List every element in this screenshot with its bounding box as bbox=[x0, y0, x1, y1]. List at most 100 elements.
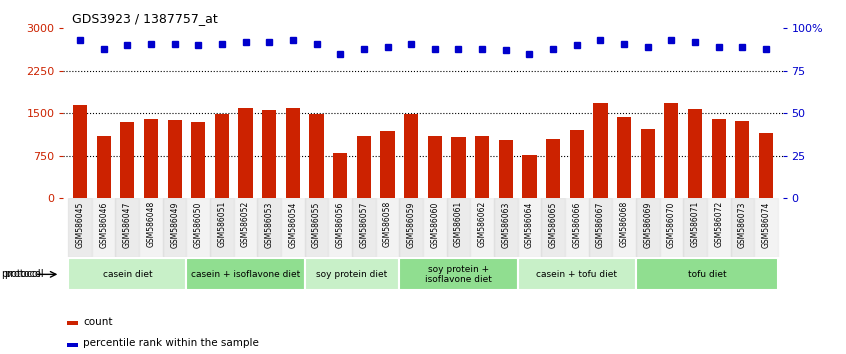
Text: GSM586045: GSM586045 bbox=[75, 201, 85, 247]
Bar bbox=[139, 198, 162, 257]
Bar bbox=[352, 198, 376, 257]
Bar bbox=[281, 198, 305, 257]
Bar bbox=[162, 198, 186, 257]
Text: casein diet: casein diet bbox=[102, 270, 152, 279]
Bar bbox=[541, 198, 565, 257]
Bar bbox=[640, 129, 655, 198]
Bar bbox=[707, 198, 730, 257]
Bar bbox=[239, 108, 253, 198]
Bar bbox=[305, 198, 328, 257]
Bar bbox=[684, 198, 707, 257]
Bar bbox=[428, 136, 442, 198]
Text: GDS3923 / 1387757_at: GDS3923 / 1387757_at bbox=[72, 12, 217, 25]
FancyBboxPatch shape bbox=[186, 258, 305, 290]
Bar bbox=[262, 110, 277, 198]
Bar bbox=[518, 198, 541, 257]
Text: GSM586068: GSM586068 bbox=[619, 201, 629, 247]
Text: GSM586067: GSM586067 bbox=[596, 201, 605, 247]
Text: GSM586066: GSM586066 bbox=[572, 201, 581, 247]
FancyBboxPatch shape bbox=[399, 258, 518, 290]
Bar bbox=[664, 103, 678, 198]
Bar bbox=[67, 343, 78, 347]
Bar bbox=[589, 198, 613, 257]
Bar bbox=[357, 136, 371, 198]
Bar bbox=[328, 198, 352, 257]
Bar bbox=[116, 198, 139, 257]
Bar bbox=[144, 119, 158, 198]
Bar bbox=[191, 122, 206, 198]
Bar bbox=[735, 121, 750, 198]
Bar bbox=[69, 198, 92, 257]
Text: GSM586069: GSM586069 bbox=[643, 201, 652, 247]
Bar bbox=[215, 114, 229, 198]
Text: GSM586072: GSM586072 bbox=[714, 201, 723, 247]
Bar bbox=[310, 114, 324, 198]
Text: GSM586061: GSM586061 bbox=[454, 201, 463, 247]
Bar bbox=[210, 198, 233, 257]
Text: casein + isoflavone diet: casein + isoflavone diet bbox=[191, 270, 300, 279]
Text: GSM586046: GSM586046 bbox=[99, 201, 108, 247]
Text: GSM586060: GSM586060 bbox=[431, 201, 439, 247]
Bar bbox=[711, 119, 726, 198]
FancyBboxPatch shape bbox=[636, 258, 777, 290]
Bar bbox=[636, 198, 660, 257]
Bar bbox=[494, 198, 518, 257]
FancyBboxPatch shape bbox=[69, 258, 186, 290]
Bar bbox=[498, 141, 513, 198]
Text: GSM586051: GSM586051 bbox=[217, 201, 227, 247]
Bar bbox=[660, 198, 684, 257]
Bar bbox=[447, 198, 470, 257]
Bar bbox=[546, 139, 560, 198]
Text: GSM586055: GSM586055 bbox=[312, 201, 321, 247]
Bar bbox=[286, 108, 300, 198]
Bar bbox=[569, 130, 584, 198]
Text: GSM586057: GSM586057 bbox=[360, 201, 368, 247]
Bar bbox=[92, 198, 116, 257]
Text: count: count bbox=[83, 317, 113, 327]
Bar bbox=[376, 198, 399, 257]
FancyBboxPatch shape bbox=[518, 258, 636, 290]
Text: GSM586064: GSM586064 bbox=[525, 201, 534, 247]
Bar bbox=[730, 198, 754, 257]
Text: GSM586074: GSM586074 bbox=[761, 201, 771, 247]
Bar bbox=[404, 114, 418, 198]
Text: protocol: protocol bbox=[4, 269, 44, 279]
Bar bbox=[168, 120, 182, 198]
Bar bbox=[96, 136, 111, 198]
Bar bbox=[73, 105, 87, 198]
Text: protocol: protocol bbox=[1, 269, 41, 279]
Text: GSM586047: GSM586047 bbox=[123, 201, 132, 247]
Text: GSM586058: GSM586058 bbox=[383, 201, 392, 247]
Bar bbox=[522, 155, 536, 198]
Text: GSM586062: GSM586062 bbox=[478, 201, 486, 247]
Text: soy protein +
isoflavone diet: soy protein + isoflavone diet bbox=[425, 265, 492, 284]
Text: GSM586071: GSM586071 bbox=[690, 201, 700, 247]
Text: GSM586073: GSM586073 bbox=[738, 201, 747, 247]
Bar bbox=[423, 198, 447, 257]
Bar bbox=[613, 198, 636, 257]
Text: GSM586053: GSM586053 bbox=[265, 201, 274, 247]
Text: GSM586070: GSM586070 bbox=[667, 201, 676, 247]
Bar bbox=[67, 321, 78, 325]
Text: GSM586054: GSM586054 bbox=[288, 201, 298, 247]
Bar bbox=[593, 103, 607, 198]
Bar bbox=[475, 136, 489, 198]
Bar bbox=[754, 198, 777, 257]
Bar bbox=[617, 117, 631, 198]
Text: GSM586056: GSM586056 bbox=[336, 201, 344, 247]
Text: GSM586052: GSM586052 bbox=[241, 201, 250, 247]
Bar bbox=[688, 109, 702, 198]
Text: GSM586063: GSM586063 bbox=[502, 201, 510, 247]
FancyBboxPatch shape bbox=[305, 258, 399, 290]
Bar bbox=[257, 198, 281, 257]
Text: percentile rank within the sample: percentile rank within the sample bbox=[83, 338, 259, 348]
Bar bbox=[381, 131, 394, 198]
Text: tofu diet: tofu diet bbox=[688, 270, 726, 279]
Bar bbox=[399, 198, 423, 257]
Bar bbox=[452, 137, 465, 198]
Bar bbox=[759, 132, 773, 198]
Bar bbox=[120, 122, 135, 198]
Bar bbox=[233, 198, 257, 257]
Text: casein + tofu diet: casein + tofu diet bbox=[536, 270, 618, 279]
Text: GSM586059: GSM586059 bbox=[407, 201, 415, 247]
